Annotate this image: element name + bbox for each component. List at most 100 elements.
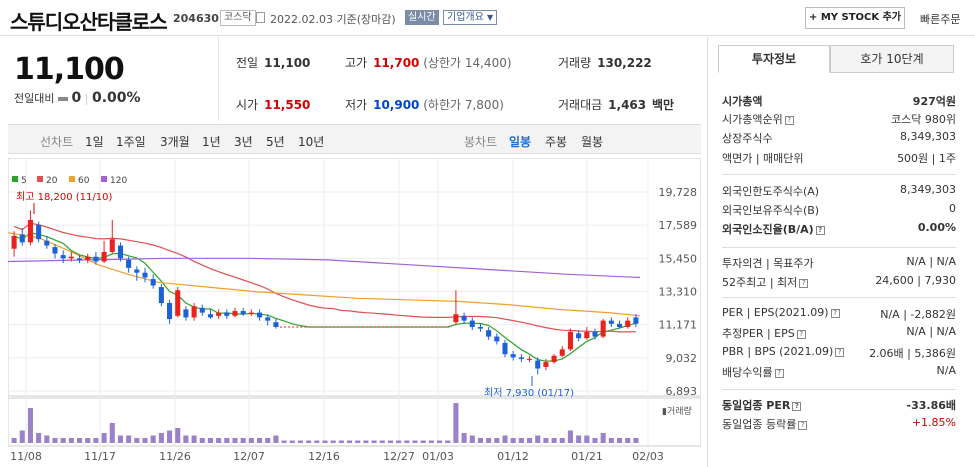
help-icon[interactable]: ?	[830, 308, 840, 318]
add-mystock-button[interactable]: + MY STOCK 추가	[805, 7, 905, 29]
price-change: 전일대비 0 | 0.00%	[14, 90, 141, 106]
info-value: 8,349,303	[900, 183, 956, 196]
info-label: 동일업종 등락률	[722, 418, 797, 431]
candle	[240, 311, 246, 315]
volume-bar	[461, 433, 467, 443]
y-tick-label: 15,450	[659, 252, 698, 265]
ma60-line	[8, 232, 641, 317]
period-1w[interactable]: 1주일	[116, 135, 146, 149]
period-1y[interactable]: 1년	[202, 135, 221, 149]
volume-bar	[36, 433, 42, 443]
x-tick-label: 01/21	[571, 450, 603, 463]
help-icon[interactable]: ?	[774, 368, 784, 378]
volume-bar	[527, 438, 533, 443]
candle	[191, 306, 197, 318]
period-monthly[interactable]: 월봉	[581, 135, 604, 149]
candle	[625, 320, 631, 328]
candle	[175, 290, 181, 316]
volume-bar	[330, 440, 336, 443]
volume-bar	[543, 438, 549, 443]
upper-limit: (상한가 14,400)	[423, 56, 512, 70]
period-3y[interactable]: 3년	[234, 135, 253, 149]
divider	[722, 297, 956, 298]
help-icon[interactable]: ?	[796, 329, 806, 339]
volume-bar	[191, 435, 197, 443]
volume-bar	[297, 440, 303, 443]
x-tick-label: 02/03	[632, 450, 664, 463]
tab-order-book[interactable]: 호가 10단계	[830, 45, 954, 73]
candle	[518, 357, 524, 359]
line-chart-label: 선차트	[40, 135, 74, 149]
candle	[633, 317, 639, 324]
open-price: 시가 11,550	[236, 96, 310, 113]
y-tick-label: 9,032	[666, 352, 698, 365]
info-label: PBR | BPS (2021.09)	[722, 345, 834, 358]
open-label: 시가	[236, 98, 259, 112]
period-daily[interactable]: 일봉	[509, 135, 532, 149]
volume-bar	[567, 430, 573, 443]
plus-icon: +	[808, 12, 821, 23]
info-value: 0	[949, 202, 956, 215]
info-label: 추정PER | EPS	[722, 327, 795, 340]
candle	[543, 362, 549, 367]
period-10y[interactable]: 10년	[298, 135, 325, 149]
x-tick-label: 11/26	[159, 450, 191, 463]
info-label: 시가총액	[722, 95, 763, 108]
x-tick-label: 11/08	[10, 450, 42, 463]
volume-bar	[199, 438, 205, 443]
change-value: 0	[71, 90, 82, 106]
legend-swatch	[37, 176, 43, 182]
volume-bar	[387, 440, 393, 443]
info-row: 추정PER | EPS? N/A | N/A	[722, 325, 956, 341]
legend-swatch	[101, 176, 107, 182]
info-row: 투자의견 | 목표주가 N/A | N/A	[722, 255, 956, 271]
candle	[608, 320, 614, 324]
help-icon[interactable]: ?	[815, 225, 825, 235]
candle	[158, 287, 164, 304]
period-3m[interactable]: 3개월	[160, 135, 190, 149]
help-icon[interactable]: ?	[784, 115, 794, 125]
info-value: N/A | -2,882원	[880, 308, 956, 321]
candle	[592, 331, 598, 337]
help-icon[interactable]: ?	[792, 401, 802, 411]
candle	[265, 317, 271, 321]
candle	[494, 336, 500, 342]
corp-overview-dropdown[interactable]: 기업개요 ▼	[443, 10, 498, 25]
volume-bar	[510, 438, 516, 443]
realtime-button[interactable]: 실시간	[405, 10, 439, 25]
volume-bar	[150, 435, 156, 443]
volume-bar	[314, 440, 320, 443]
period-1d[interactable]: 1일	[85, 135, 104, 149]
legend-label: 120	[110, 176, 127, 186]
candle	[257, 312, 263, 318]
legend-label: 60	[78, 176, 90, 186]
candle	[567, 331, 573, 350]
amount-unit: 백만	[651, 98, 675, 112]
quote-date: 2022.02.03 기준(장마감)	[270, 13, 396, 26]
volume-bar	[608, 438, 614, 443]
add-mystock-label: MY STOCK 추가	[820, 12, 902, 23]
period-weekly[interactable]: 주봉	[545, 135, 568, 149]
candle	[453, 314, 459, 323]
legend-swatch	[69, 176, 75, 182]
quick-order-link[interactable]: 빠른주문	[920, 13, 961, 26]
candle	[68, 256, 74, 259]
info-row: 액면가 | 매매단위 500원 | 1주	[722, 150, 956, 166]
help-icon[interactable]: ?	[835, 347, 845, 357]
volume-bar	[494, 438, 500, 443]
help-icon[interactable]: ?	[798, 420, 808, 430]
info-label: 외국인한도주식수(A)	[722, 185, 820, 198]
period-5y[interactable]: 5년	[266, 135, 285, 149]
volume-bar	[404, 440, 410, 443]
current-price: 11,100	[14, 52, 125, 87]
info-row: 외국인보유주식수(B) 0	[722, 202, 956, 218]
divider	[722, 174, 956, 175]
volume-bar	[273, 435, 279, 443]
help-icon[interactable]: ?	[799, 278, 809, 288]
candle	[167, 303, 173, 320]
volume-bar	[469, 435, 475, 443]
volume-bar	[27, 408, 33, 443]
tab-investment-info[interactable]: 투자정보	[718, 45, 830, 73]
investment-info-panel: 투자정보 호가 10단계 시가총액 927억원 시가총액순위? 코스닥 980위 상장주…	[707, 37, 975, 467]
volume-value: 130,222	[597, 56, 652, 70]
